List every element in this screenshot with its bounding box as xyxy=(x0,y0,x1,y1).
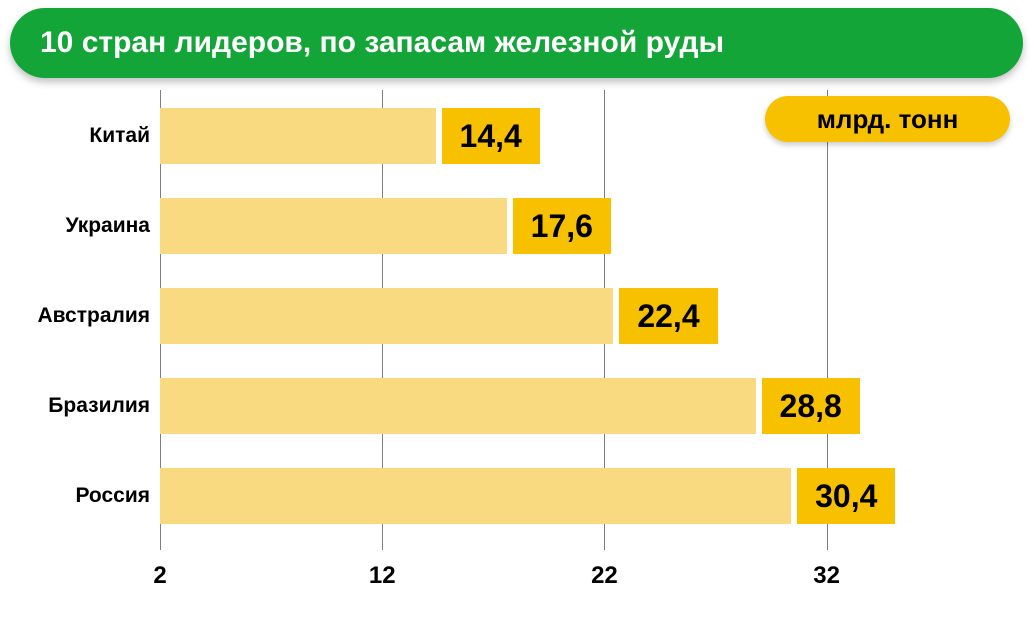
plot-area: 14,4 17,622,4 28,8 30,4 xyxy=(160,90,960,550)
bar xyxy=(160,198,507,254)
y-axis-label: Китай xyxy=(0,124,150,148)
title-banner: 10 стран лидеров, по запасам железной ру… xyxy=(10,8,1023,78)
unit-badge: млрд. тонн xyxy=(765,96,1010,142)
unit-label: млрд. тонн xyxy=(817,104,959,135)
value-badge: 17,6 xyxy=(513,198,611,254)
x-axis-label: 32 xyxy=(813,562,840,590)
bar-row: 22,4 xyxy=(160,288,718,344)
chart-area: 14,4 17,622,4 28,8 30,4 2 12 22 32 Китай Украина… xyxy=(0,90,1033,600)
bar-row: 28,8 xyxy=(160,378,860,434)
bar-row: 17,6 xyxy=(160,198,611,254)
bar xyxy=(160,108,436,164)
y-axis-label: Украина xyxy=(0,214,150,238)
bar-row: 14,4 xyxy=(160,108,540,164)
bar-row: 30,4 xyxy=(160,468,895,524)
value-badge: 28,8 xyxy=(762,378,860,434)
value-badge: 14,4 xyxy=(442,108,540,164)
value-badge: 22,4 xyxy=(619,288,717,344)
value-badge: 30,4 xyxy=(797,468,895,524)
y-axis-label: Австралия xyxy=(0,304,150,328)
x-axis-label: 22 xyxy=(591,562,618,590)
y-axis-label: Россия xyxy=(0,484,150,508)
bar xyxy=(160,288,613,344)
chart-title: 10 стран лидеров, по запасам железной ру… xyxy=(40,26,724,60)
y-axis-label: Бразилия xyxy=(0,394,150,418)
bar xyxy=(160,468,791,524)
x-axis-label: 2 xyxy=(153,562,166,590)
bar xyxy=(160,378,756,434)
x-axis-label: 12 xyxy=(369,562,396,590)
